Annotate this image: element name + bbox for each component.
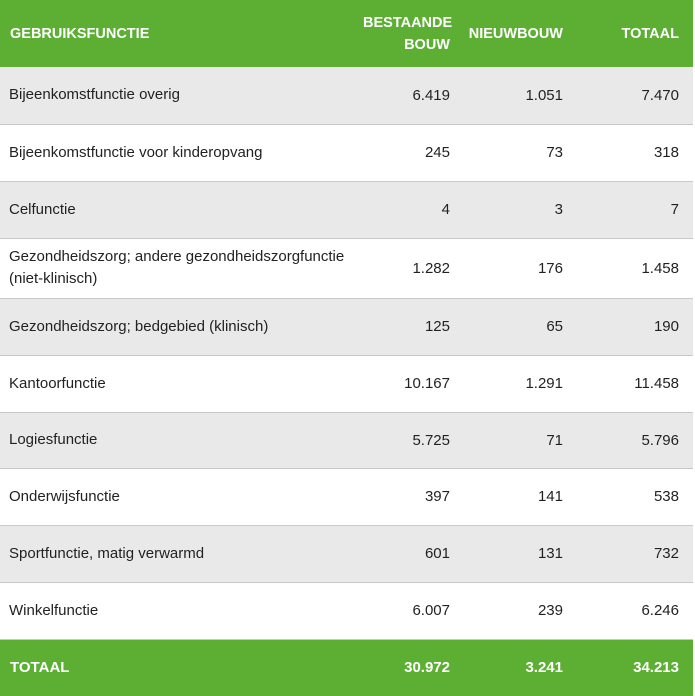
row-new-build: 239 <box>464 582 577 640</box>
table-row: Winkelfunctie 6.007 239 6.246 <box>0 582 693 640</box>
table-row: Kantoorfunctie 10.167 1.291 11.458 <box>0 355 693 413</box>
column-header-new-build: NIEUWBOUW <box>468 25 563 42</box>
row-new-build: 1.291 <box>464 355 577 413</box>
row-total: 190 <box>577 298 693 356</box>
table-row: Logiesfunctie 5.725 71 5.796 <box>0 412 693 469</box>
totals-total: 34.213 <box>633 659 679 677</box>
row-function: Sportfunctie, matig verwarmd <box>0 525 363 583</box>
row-existing: 4 <box>363 181 464 239</box>
row-existing: 1.282 <box>363 238 464 299</box>
row-new-build: 73 <box>464 124 577 182</box>
row-new-build: 71 <box>464 412 577 469</box>
row-function: Bijeenkomstfunctie voor kinderopvang <box>0 124 363 182</box>
totals-row: TOTAAL 30.972 3.241 34.213 <box>0 639 693 696</box>
row-function: Onderwijsfunctie <box>0 468 363 526</box>
row-function: Kantoorfunctie <box>0 355 363 413</box>
row-function: Gezondheidszorg; andere gezondheidszorgf… <box>0 238 363 299</box>
row-new-build: 131 <box>464 525 577 583</box>
table-row: Bijeenkomstfunctie voor kinderopvang 245… <box>0 124 693 182</box>
row-new-build: 3 <box>464 181 577 239</box>
row-new-build: 65 <box>464 298 577 356</box>
table-row: Gezondheidszorg; andere gezondheidszorgf… <box>0 238 693 299</box>
table-row: Bijeenkomstfunctie overig 6.419 1.051 7.… <box>0 67 693 125</box>
row-existing: 245 <box>363 124 464 182</box>
row-function: Logiesfunctie <box>0 412 363 469</box>
row-total: 11.458 <box>577 355 693 413</box>
row-existing: 6.007 <box>363 582 464 640</box>
row-total: 7.470 <box>577 67 693 125</box>
row-function: Winkelfunctie <box>0 582 363 640</box>
row-new-build: 1.051 <box>464 67 577 125</box>
column-header-existing-line2: BOUW <box>404 36 450 53</box>
row-existing: 5.725 <box>363 412 464 469</box>
row-total: 7 <box>577 181 693 239</box>
table-row: Onderwijsfunctie 397 141 538 <box>0 468 693 526</box>
row-new-build: 176 <box>464 238 577 299</box>
totals-label: TOTAAL <box>10 659 70 677</box>
table-row: Gezondheidszorg; bedgebied (klinisch) 12… <box>0 298 693 356</box>
totals-new-build: 3.241 <box>525 659 563 677</box>
table-row: Celfunctie 4 3 7 <box>0 181 693 239</box>
row-existing: 125 <box>363 298 464 356</box>
row-new-build: 141 <box>464 468 577 526</box>
column-header-existing: BESTAANDE BOUW <box>363 0 464 67</box>
row-total: 5.796 <box>577 412 693 469</box>
column-header-total: TOTAAL <box>621 25 679 42</box>
row-total: 732 <box>577 525 693 583</box>
row-total: 538 <box>577 468 693 526</box>
row-total: 1.458 <box>577 238 693 299</box>
row-existing: 601 <box>363 525 464 583</box>
row-function: Gezondheidszorg; bedgebied (klinisch) <box>0 298 363 356</box>
row-function: Celfunctie <box>0 181 363 239</box>
table-header-row: GEBRUIKSFUNCTIE BESTAANDE BOUW NIEUWBOUW… <box>0 0 693 67</box>
row-existing: 10.167 <box>363 355 464 413</box>
totals-existing: 30.972 <box>404 659 450 677</box>
row-existing: 6.419 <box>363 67 464 125</box>
table-row: Sportfunctie, matig verwarmd 601 131 732 <box>0 525 693 583</box>
row-existing: 397 <box>363 468 464 526</box>
column-header-existing-line1: BESTAANDE <box>363 14 453 31</box>
row-total: 318 <box>577 124 693 182</box>
row-total: 6.246 <box>577 582 693 640</box>
column-header-function: GEBRUIKSFUNCTIE <box>10 25 150 42</box>
row-function: Bijeenkomstfunctie overig <box>0 67 363 125</box>
